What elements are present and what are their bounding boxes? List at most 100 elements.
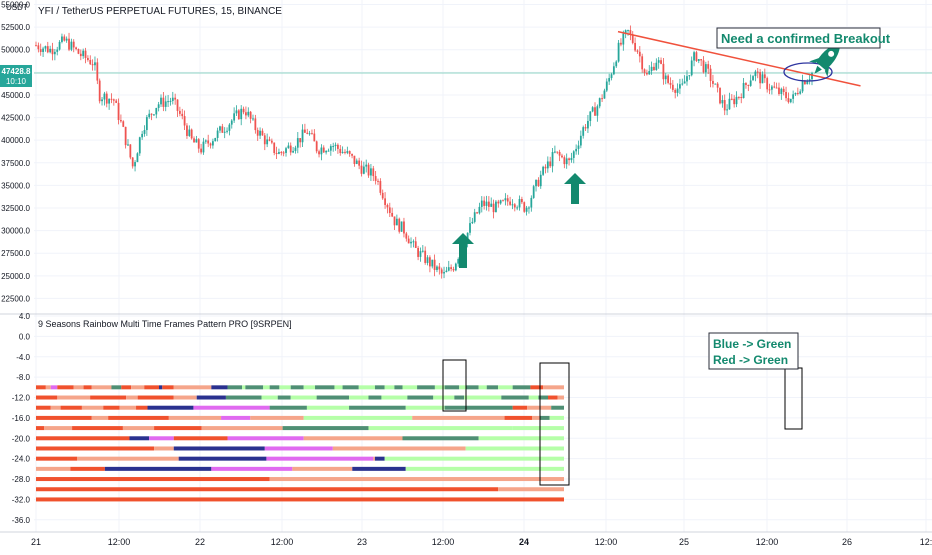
candle-body [344, 151, 346, 153]
candle-body [162, 97, 165, 107]
candle-body [492, 203, 495, 213]
candle-body [44, 46, 47, 49]
candle-body [601, 98, 603, 100]
candle-body [263, 135, 266, 145]
rainbow-segment [407, 395, 434, 400]
candle-body [780, 88, 783, 94]
candle-body [643, 69, 646, 73]
candle-body [759, 72, 762, 84]
candle-body [294, 147, 297, 151]
rainbow-segment [162, 385, 174, 390]
candle-body [568, 158, 570, 161]
candle-body [565, 158, 568, 165]
candle-body [266, 139, 269, 145]
candle-body [811, 73, 813, 80]
candle-body [556, 151, 559, 153]
candle-body [667, 75, 670, 83]
rainbow-segment [538, 395, 548, 400]
candle-body [285, 148, 287, 153]
price-badge-countdown: 10:10 [6, 77, 27, 86]
candle-body [230, 120, 233, 125]
candle-body [799, 91, 802, 94]
time-tick-label: 22 [195, 537, 205, 547]
candle-body [348, 151, 351, 154]
rainbow-segment [149, 436, 174, 441]
rainbow-segment [269, 405, 307, 410]
candle-body [171, 97, 174, 101]
rainbow-segment [131, 385, 145, 390]
rainbow-segment [36, 395, 58, 400]
rainbow-segment [137, 395, 174, 400]
candle-body [183, 116, 186, 126]
candle-body [353, 155, 356, 164]
up-arrow-icon [564, 173, 586, 204]
candle-body [457, 259, 460, 264]
candle-body [351, 153, 353, 156]
candle-body [200, 148, 203, 153]
candle-body [740, 97, 743, 99]
indicator-tick-label: -36.0 [12, 516, 31, 525]
candle-body [485, 201, 488, 206]
indicator-title: 9 Seasons Rainbow Multi Time Frames Patt… [38, 319, 292, 329]
candle-body [77, 49, 80, 54]
candle-body [612, 66, 615, 75]
candle-body [608, 78, 611, 82]
rainbow-segment [290, 385, 304, 390]
candle-body [806, 81, 809, 85]
candle-body [176, 99, 179, 111]
rainbow-segment [532, 415, 540, 420]
candle-body [478, 206, 481, 214]
rainbow-segment [81, 405, 104, 410]
candle-body [768, 89, 771, 91]
rainbow-segment [269, 385, 280, 390]
rainbow-segment [434, 385, 445, 390]
candle-body [801, 80, 804, 92]
candle-body [94, 62, 96, 66]
rainbow-segment [201, 426, 283, 431]
candle-body [428, 257, 431, 267]
candle-body [443, 272, 445, 274]
candle-body [419, 251, 422, 257]
rainbow-segment [108, 415, 169, 420]
candle-body [450, 267, 453, 270]
candle-body [315, 141, 318, 152]
candle-body [226, 130, 228, 132]
candle-body [622, 33, 625, 45]
time-tick-label: 12:00 [271, 537, 294, 547]
candle-body [318, 151, 320, 155]
candle-body [695, 52, 698, 61]
candle-body [733, 98, 736, 105]
candle-body [587, 120, 589, 129]
candle-body [58, 41, 61, 50]
candle-body [131, 157, 134, 167]
price-tick-label: 55000.0 [1, 1, 30, 10]
candle-body [233, 113, 236, 121]
candle-body [487, 201, 490, 207]
candle-body [249, 111, 252, 119]
candle-body [327, 150, 330, 152]
candle-body [686, 76, 688, 82]
candle-body [763, 74, 766, 79]
rainbow-segment [548, 395, 558, 400]
rainbow-segment [227, 436, 304, 441]
rainbow-segment [173, 385, 212, 390]
rainbow-segment [263, 385, 270, 390]
candle-body [209, 143, 212, 146]
rainbow-segment [266, 456, 374, 461]
candle-body [391, 212, 394, 217]
price-tick-label: 22500.0 [1, 294, 30, 303]
candle-body [445, 270, 448, 273]
candle-body [782, 88, 785, 92]
candle-body [433, 259, 436, 270]
rainbow-segment [459, 385, 466, 390]
rainbow-segment [36, 487, 499, 492]
candle-body [532, 186, 535, 198]
candle-body [105, 93, 108, 104]
candle-body [452, 269, 455, 271]
candle-body [563, 157, 566, 165]
candle-body [719, 87, 721, 104]
rainbow-segment [342, 385, 359, 390]
rainbow-segment [242, 385, 246, 390]
candle-body [219, 126, 221, 131]
